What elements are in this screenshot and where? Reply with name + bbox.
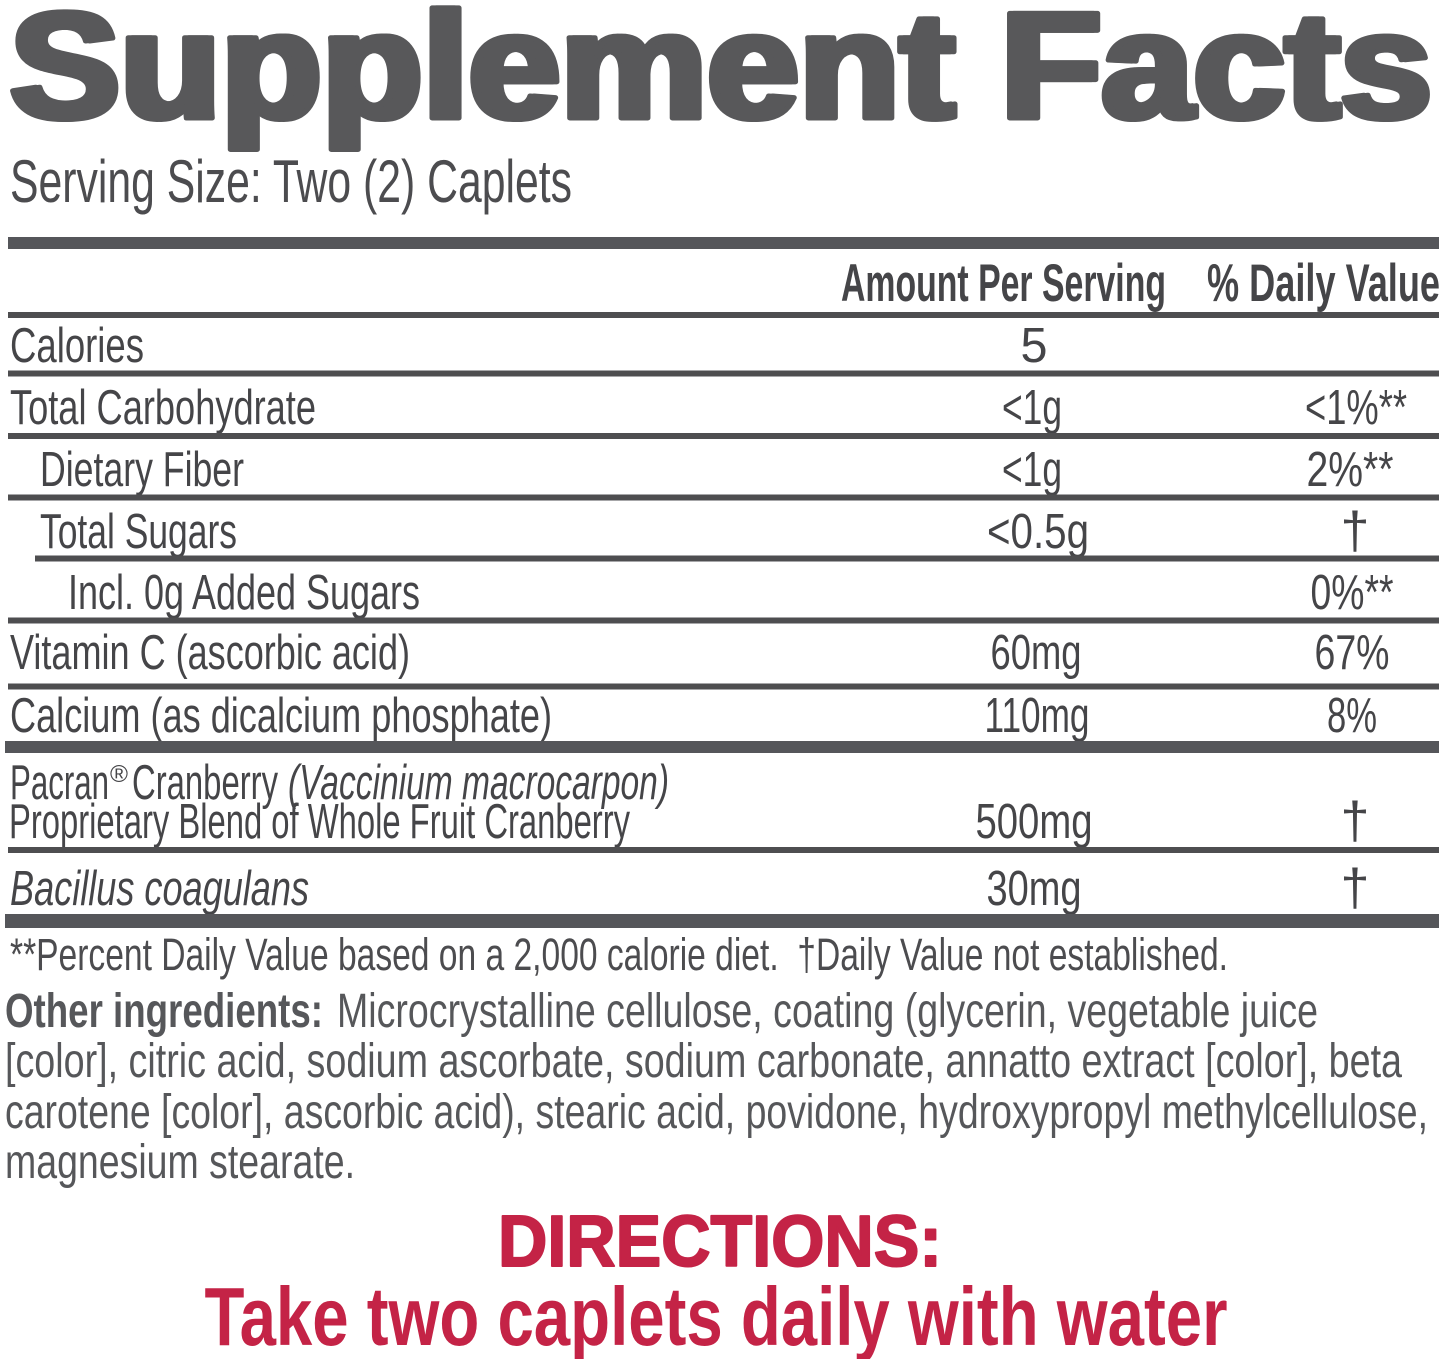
svg-text:Vitamin C (ascorbic acid): Vitamin C (ascorbic acid) xyxy=(10,626,410,680)
svg-text:% Daily Value: % Daily Value xyxy=(1207,254,1440,313)
svg-text:†: † xyxy=(1341,859,1370,917)
svg-text:magnesium stearate.: magnesium stearate. xyxy=(5,1136,355,1189)
svg-text:†: † xyxy=(1341,792,1370,850)
svg-text:2%**: 2%** xyxy=(1307,443,1394,497)
svg-text:Pacran: Pacran xyxy=(10,756,109,810)
svg-text:Cranberry: Cranberry xyxy=(132,756,278,810)
svg-text:Microcrystalline cellulose, co: Microcrystalline cellulose, coating (gly… xyxy=(337,985,1318,1038)
svg-text:[color], citric acid, sodium a: [color], citric acid, sodium ascorbate, … xyxy=(5,1035,1402,1088)
svg-text:DIRECTIONS:: DIRECTIONS: xyxy=(498,1202,942,1282)
svg-text:Supplement Facts: Supplement Facts xyxy=(8,0,1430,151)
svg-text:Serving Size: Two (2) Caplets: Serving Size: Two (2) Caplets xyxy=(10,148,572,215)
svg-text:Proprietary Blend of Whole Fru: Proprietary Blend of Whole Fruit Cranber… xyxy=(9,795,630,849)
svg-text:Other ingredients:: Other ingredients: xyxy=(5,985,323,1038)
svg-text:†: † xyxy=(1341,502,1370,560)
svg-text:Take two caplets daily with wa: Take two caplets daily with water xyxy=(205,1270,1228,1359)
svg-text:Supplement Facts: Supplement Facts xyxy=(12,0,1434,151)
svg-text:8%: 8% xyxy=(1327,689,1377,743)
svg-text:30mg: 30mg xyxy=(987,862,1082,916)
svg-text:60mg: 60mg xyxy=(991,626,1082,680)
svg-text:(Vaccinium macrocarpon): (Vaccinium macrocarpon) xyxy=(288,756,669,810)
svg-text:110mg: 110mg xyxy=(985,689,1090,743)
svg-text:Calories: Calories xyxy=(10,319,144,373)
svg-text:**Percent Daily Value based on: **Percent Daily Value based on a 2,000 c… xyxy=(10,929,1228,980)
svg-text:Calcium (as dicalcium phosphat: Calcium (as dicalcium phosphate) xyxy=(10,689,552,743)
svg-text:500mg: 500mg xyxy=(976,795,1093,849)
svg-text:®: ® xyxy=(110,761,128,788)
svg-text:0%**: 0%** xyxy=(1311,566,1394,620)
svg-text:Total Sugars: Total Sugars xyxy=(40,505,237,559)
svg-text:<1g: <1g xyxy=(1002,443,1062,497)
svg-text:Total Carbohydrate: Total Carbohydrate xyxy=(10,381,316,435)
svg-text:67%: 67% xyxy=(1315,626,1390,680)
svg-text:Amount Per Serving: Amount Per Serving xyxy=(841,254,1166,313)
svg-text:Incl. 0g Added Sugars: Incl. 0g Added Sugars xyxy=(68,566,420,620)
svg-text:Bacillus coagulans: Bacillus coagulans xyxy=(10,862,309,916)
svg-text:<1%**: <1%** xyxy=(1305,381,1407,435)
svg-text:Dietary Fiber: Dietary Fiber xyxy=(40,443,244,497)
svg-text:5: 5 xyxy=(1021,319,1048,373)
svg-text:carotene [color], ascorbic aci: carotene [color], ascorbic acid), steari… xyxy=(5,1086,1428,1139)
svg-text:<1g: <1g xyxy=(1002,381,1062,435)
svg-text:<0.5g: <0.5g xyxy=(987,505,1089,559)
